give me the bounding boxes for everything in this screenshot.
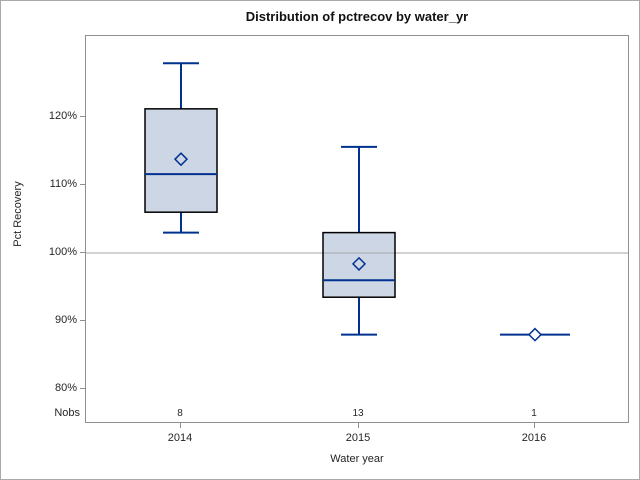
plot-area [85,35,629,423]
y-tick-label-110: 110% [49,178,77,190]
y-tick-mark-100 [80,252,85,253]
y-tick-label-90: 90% [54,314,77,326]
mean-marker-2014 [173,152,189,167]
nobs-value-2016: 1 [531,408,537,419]
x-tick-label-2015: 2015 [345,432,371,444]
y-tick-mark-90 [80,320,85,321]
x-tick-label-2014: 2014 [167,432,193,444]
y-tick-mark-120 [80,116,85,117]
mean-marker-2015 [351,256,367,271]
nobs-value-2015: 13 [352,408,364,419]
y-tick-mark-110 [80,184,85,185]
box-outline-2015 [322,231,396,298]
x-axis-title: Water year [330,453,384,465]
nobs-value-2014: 8 [177,408,183,419]
y-tick-label-80: 80% [54,382,77,394]
x-tick-mark-2016 [534,423,535,428]
mean-marker-2016 [527,327,543,342]
boxplot-canvas [86,62,628,342]
y-tick-label-120: 120% [48,110,77,122]
chart-title: Distribution of pctrecov by water_yr [245,9,469,24]
y-tick-mark-80 [80,388,85,389]
y-tick-label-100: 100% [48,246,77,258]
x-tick-mark-2015 [358,423,359,428]
x-tick-mark-2014 [180,423,181,428]
x-tick-label-2016: 2016 [521,432,547,444]
nobs-row-label: Nobs [54,407,80,419]
box-outline-2014 [144,108,218,213]
